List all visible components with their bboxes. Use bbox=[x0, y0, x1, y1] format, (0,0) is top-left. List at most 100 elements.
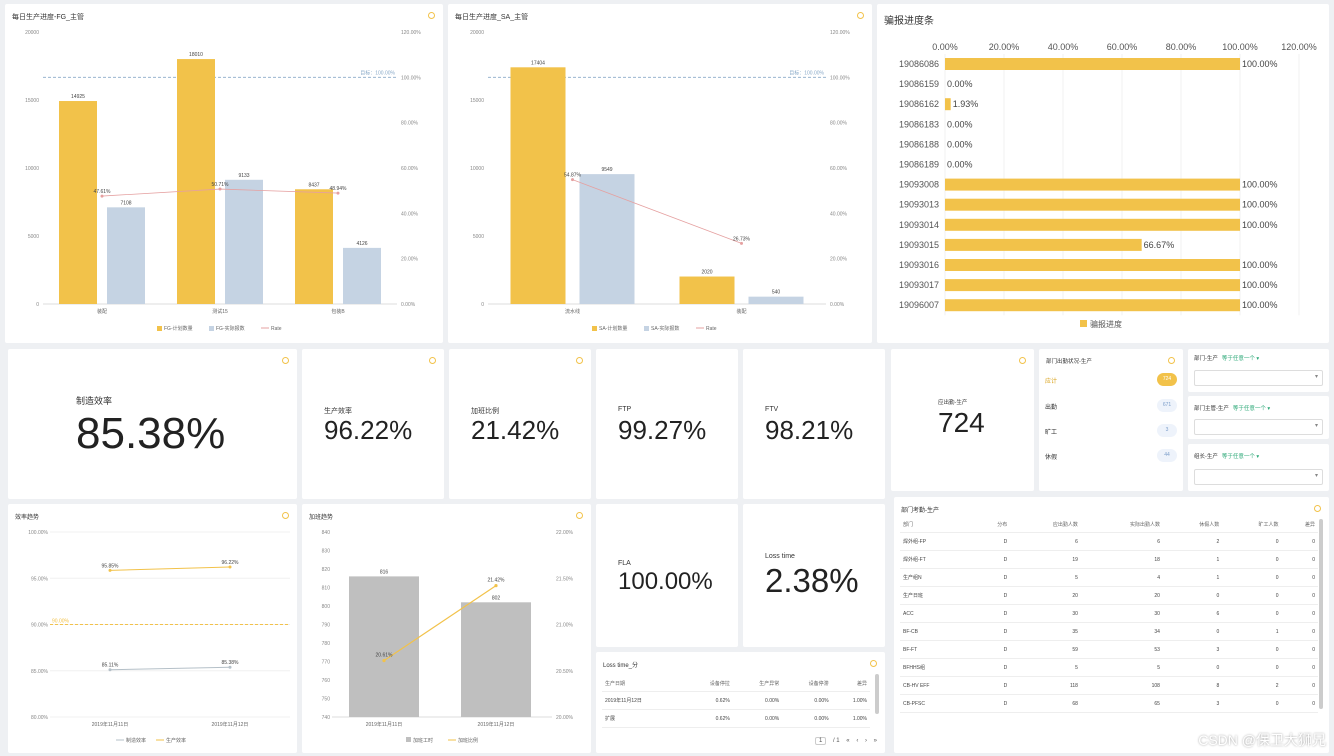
bar-value-label: 0.00% bbox=[947, 79, 973, 89]
y2-tick-label: 60.00% bbox=[401, 166, 419, 172]
bar-value-label: 100.00% bbox=[1242, 220, 1278, 230]
table-cell: 0 bbox=[1281, 658, 1318, 677]
table-cell: 5 bbox=[1010, 658, 1081, 677]
table-cell: 19 bbox=[1010, 550, 1081, 569]
attendance-row[interactable]: 旷工 3 bbox=[1045, 422, 1177, 440]
plan-bar bbox=[59, 101, 97, 305]
legend-swatch bbox=[592, 326, 597, 331]
table-cell: 0.00% bbox=[732, 691, 783, 710]
column-header[interactable]: 设备停拉 bbox=[683, 676, 733, 692]
bar-value-label: 1.93% bbox=[953, 99, 979, 109]
settings-icon[interactable] bbox=[429, 357, 436, 364]
page-input[interactable]: 1 bbox=[814, 737, 827, 745]
y-tick-label: 750 bbox=[322, 697, 331, 703]
column-header[interactable]: 旷工人数 bbox=[1222, 517, 1282, 533]
data-label: 85.11% bbox=[102, 663, 119, 669]
settings-icon[interactable] bbox=[1019, 357, 1026, 364]
filter-select[interactable]: ▾ bbox=[1194, 370, 1323, 386]
table-row: 2019年11月12日 0.62% 0.00% 0.00% 1.00% bbox=[602, 691, 870, 710]
kpi-value: 724 bbox=[938, 407, 985, 438]
y-tick-label: 770 bbox=[322, 660, 331, 666]
column-header[interactable]: 差异 bbox=[1281, 517, 1318, 533]
column-header[interactable]: 分布 bbox=[973, 517, 1011, 533]
legend-swatch bbox=[644, 326, 649, 331]
filter-select[interactable]: ▾ bbox=[1194, 469, 1323, 485]
column-header[interactable]: 实际出勤人数 bbox=[1080, 517, 1163, 533]
data-label: 95.85% bbox=[102, 563, 120, 569]
settings-icon[interactable] bbox=[428, 12, 435, 19]
table-cell: 0 bbox=[1162, 658, 1223, 677]
column-header[interactable]: 设备停滞 bbox=[782, 676, 832, 692]
x-tick-label: 装配 bbox=[736, 308, 746, 315]
table-cell: 1.00% bbox=[831, 691, 870, 710]
y-tick-label: 0 bbox=[481, 302, 484, 308]
filter-select[interactable]: ▾ bbox=[1194, 419, 1323, 435]
table-cell: 0 bbox=[1281, 586, 1318, 605]
scrollbar[interactable] bbox=[1319, 519, 1323, 709]
filter-operator[interactable]: 等于任意一个 ▾ bbox=[1232, 406, 1271, 412]
attendance-row[interactable]: 出勤 671 bbox=[1045, 397, 1177, 415]
settings-icon[interactable] bbox=[282, 512, 289, 519]
attendance-row[interactable]: 应计 724 bbox=[1045, 371, 1177, 389]
y2-tick-label: 80.00% bbox=[401, 121, 419, 127]
next-page-icon[interactable]: › bbox=[864, 738, 867, 744]
settings-icon[interactable] bbox=[1314, 505, 1321, 512]
attendance-row[interactable]: 休假 44 bbox=[1045, 447, 1177, 465]
hours-bar bbox=[349, 576, 419, 717]
chevron-down-icon: ▾ bbox=[1314, 423, 1318, 429]
table-cell: 20 bbox=[1010, 586, 1081, 605]
rate-label: 50.71% bbox=[212, 182, 230, 188]
column-header[interactable]: 生产日期 bbox=[602, 676, 684, 692]
y2-tick-label: 40.00% bbox=[401, 211, 419, 217]
table-row: BF-CB D 35 34 0 1 0 bbox=[900, 622, 1318, 641]
column-header[interactable]: 应出勤人数 bbox=[1010, 517, 1081, 533]
settings-icon[interactable] bbox=[857, 12, 864, 19]
y-tick-label: 19093015 bbox=[899, 240, 939, 250]
column-header[interactable]: 部门 bbox=[900, 517, 974, 533]
y-tick-label: 5000 bbox=[28, 234, 39, 240]
target-label: 目标：100.00% bbox=[360, 69, 395, 76]
y-tick-label: 19093013 bbox=[899, 200, 939, 210]
column-header[interactable]: 差异 bbox=[831, 676, 870, 692]
column-header[interactable]: 休假人数 bbox=[1162, 517, 1223, 533]
bar-value-label: 100.00% bbox=[1242, 260, 1278, 270]
kpi-label: 加班比例 bbox=[471, 408, 499, 415]
y-tick-label: 95.00% bbox=[31, 576, 49, 582]
series-line bbox=[109, 666, 231, 671]
table-header-row: 部门 分布 应出勤人数 实际出勤人数 休假人数 旷工人数 差异 bbox=[900, 517, 1318, 533]
settings-icon[interactable] bbox=[576, 512, 583, 519]
settings-icon[interactable] bbox=[282, 357, 289, 364]
filter-operator[interactable]: 等于任意一个 ▾ bbox=[1221, 356, 1260, 362]
y-tick-label: 19086189 bbox=[899, 160, 939, 170]
actual-bar bbox=[225, 179, 263, 304]
table-cell: 0 bbox=[1281, 532, 1318, 551]
efficiency-trend-card: 效率趋势 100.00% 95.00% 90.00% 85.00% 80.00% 90.0… bbox=[8, 504, 297, 753]
filter-operator[interactable]: 等于任意一个 ▾ bbox=[1221, 454, 1260, 460]
column-header[interactable]: 生产异常 bbox=[732, 676, 783, 692]
y-tick-label: 100.00% bbox=[28, 530, 48, 536]
settings-icon[interactable] bbox=[576, 357, 583, 364]
first-page-icon[interactable]: « bbox=[846, 738, 850, 744]
settings-icon[interactable] bbox=[1168, 357, 1175, 364]
loss-time-table: 生产日期 设备停拉 生产异常 设备停滞 差异 2019年11月12日 0.62% 0… bbox=[602, 676, 870, 728]
y-tick-label: 19093017 bbox=[899, 280, 939, 290]
table-cell: D bbox=[973, 676, 1011, 695]
attendance-label: 旷工 bbox=[1045, 430, 1058, 436]
data-label: 96.22% bbox=[222, 560, 240, 566]
bar-value-label: 100.00% bbox=[1242, 59, 1278, 69]
filter-header: 部门-生产 等于任意一个 ▾ bbox=[1194, 354, 1259, 362]
last-page-icon[interactable]: » bbox=[873, 738, 877, 744]
table-cell: 108 bbox=[1080, 676, 1163, 695]
kpi-value: 100.00% bbox=[618, 568, 713, 595]
table-cell: 6 bbox=[1162, 604, 1223, 623]
prev-page-icon[interactable]: ‹ bbox=[856, 738, 859, 744]
scrollbar[interactable] bbox=[875, 674, 879, 714]
rate-point bbox=[336, 191, 340, 195]
settings-icon[interactable] bbox=[870, 660, 877, 667]
filter-header: 部门主管-生产 等于任意一个 ▾ bbox=[1194, 404, 1270, 412]
bar-value-label: 0.00% bbox=[947, 119, 973, 129]
y-tick-label: 10000 bbox=[25, 166, 39, 172]
bar-value-label: 0.00% bbox=[947, 160, 973, 170]
chevron-down-icon: ▾ bbox=[1314, 473, 1318, 479]
x-tick-label: 2019年11月12日 bbox=[478, 721, 515, 728]
